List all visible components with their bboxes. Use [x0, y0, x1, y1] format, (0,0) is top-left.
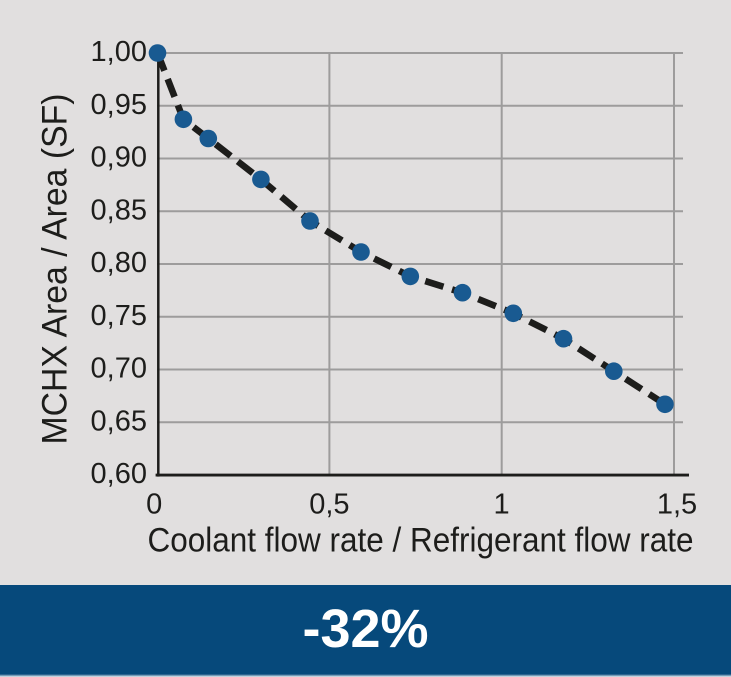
svg-text:0,90: 0,90 — [91, 142, 147, 174]
svg-text:0: 0 — [146, 489, 162, 521]
svg-text:MCHX Area / Area (SF): MCHX Area / Area (SF) — [36, 94, 75, 445]
svg-text:0,80: 0,80 — [91, 247, 147, 279]
svg-text:0,65: 0,65 — [91, 405, 147, 437]
svg-text:1,5: 1,5 — [657, 489, 697, 521]
svg-text:1,00: 1,00 — [91, 36, 147, 68]
svg-text:0,60: 0,60 — [91, 458, 147, 490]
svg-text:0,85: 0,85 — [91, 194, 147, 226]
svg-text:0,5: 0,5 — [309, 489, 349, 521]
svg-text:0,75: 0,75 — [91, 300, 147, 332]
svg-text:1: 1 — [494, 489, 510, 521]
svg-text:0,95: 0,95 — [91, 89, 147, 121]
svg-text:Coolant flow rate / Refrigeran: Coolant flow rate / Refrigerant flow rat… — [148, 522, 694, 560]
svg-text:0,70: 0,70 — [91, 353, 147, 385]
